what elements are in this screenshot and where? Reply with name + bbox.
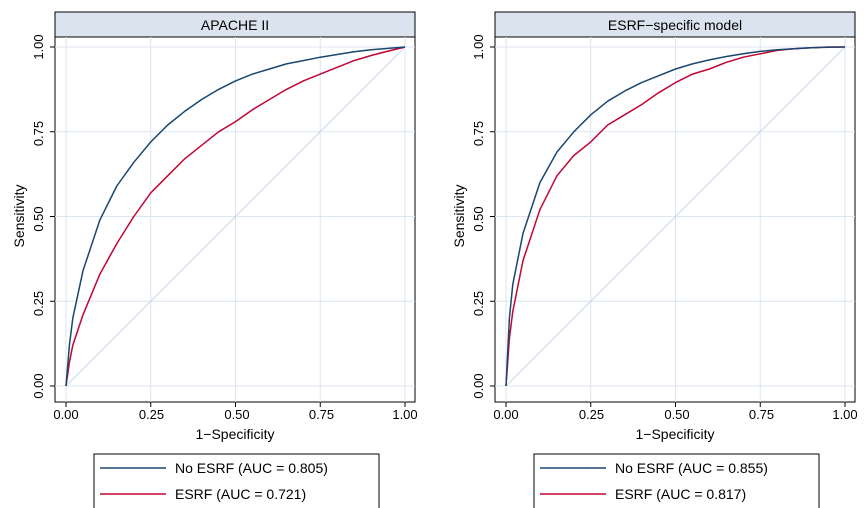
x-axis-label: 1−Specificity <box>636 426 715 442</box>
legend-label-esrf: ESRF (AUC = 0.721) <box>175 486 306 502</box>
panel-title: APACHE II <box>201 17 269 33</box>
reference-diagonal <box>65 46 406 387</box>
reference-diagonal <box>505 46 846 387</box>
title-strip <box>494 11 856 38</box>
y-tick-label: 0.25 <box>31 291 46 316</box>
x-tick-label: 1.00 <box>392 407 417 422</box>
plot-area <box>50 37 415 407</box>
plot-area <box>490 37 855 407</box>
x-tick-label: 0.75 <box>309 407 334 422</box>
x-tick-label: 1.00 <box>832 407 857 422</box>
legend-box <box>533 453 820 508</box>
y-tick-label: 0.75 <box>31 121 46 146</box>
y-tick-label: 0.50 <box>31 206 46 231</box>
y-axis-label: Sensitivity <box>451 184 467 247</box>
x-axis-label: 1−Specificity <box>196 426 275 442</box>
panel-esrf-specific: ESRF−specific model 0.00 0.25 0.50 0.75 … <box>451 11 858 508</box>
series-line-no-esrf <box>505 46 846 387</box>
y-tick-label: 0.00 <box>31 373 46 398</box>
x-tick-label: 0.25 <box>579 407 604 422</box>
x-tick-label: 0.75 <box>749 407 774 422</box>
legend-label-no-esrf: No ESRF (AUC = 0.855) <box>615 460 768 476</box>
y-tick-label: 1.00 <box>471 34 486 59</box>
legend-label-esrf: ESRF (AUC = 0.817) <box>615 486 746 502</box>
y-tick-label: 0.00 <box>471 373 486 398</box>
series-line-no-esrf <box>65 46 406 387</box>
title-strip <box>54 11 416 38</box>
legend-box <box>93 453 380 508</box>
x-tick-label: 0.50 <box>224 407 249 422</box>
x-tick-label: 0.00 <box>53 407 78 422</box>
y-tick-label: 0.25 <box>471 291 486 316</box>
y-tick-label: 0.50 <box>471 206 486 231</box>
legend: No ESRF (AUC = 0.805) ESRF (AUC = 0.721) <box>93 453 380 508</box>
x-tick-label: 0.25 <box>139 407 164 422</box>
panel-apache: APACHE II 0.00 0.25 0.50 0.75 1.00 0.00 … <box>11 11 418 508</box>
series-line-esrf <box>65 46 406 387</box>
legend: No ESRF (AUC = 0.855) ESRF (AUC = 0.817) <box>533 453 820 508</box>
y-tick-label: 0.75 <box>471 121 486 146</box>
x-tick-label: 0.50 <box>664 407 689 422</box>
y-tick-label: 1.00 <box>31 34 46 59</box>
panel-title: ESRF−specific model <box>608 17 742 33</box>
x-tick-label: 0.00 <box>493 407 518 422</box>
legend-label-no-esrf: No ESRF (AUC = 0.805) <box>175 460 328 476</box>
y-axis-label: Sensitivity <box>11 184 27 247</box>
